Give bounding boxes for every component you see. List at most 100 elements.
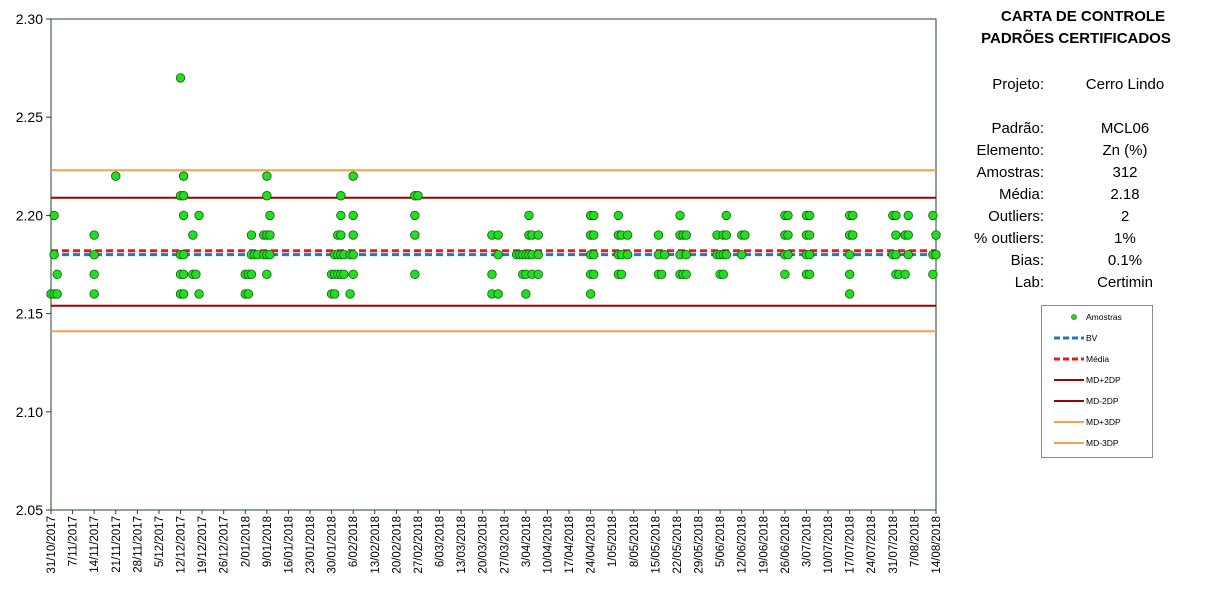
data-point [194,289,204,299]
data-point [345,289,355,299]
x-tick-label: 3/07/2018 [801,516,813,567]
stat-label: Lab: [1014,274,1044,291]
data-point [653,230,664,240]
x-tick-label: 19/06/2018 [758,516,770,574]
x-tick-label: 27/02/2018 [413,516,425,574]
x-tick-label: 31/10/2017 [46,516,58,574]
data-point [931,249,941,260]
data-point [175,73,186,83]
data-point [262,191,272,201]
stat-value: Certimin [1097,274,1153,291]
x-tick-label: 30/01/2018 [327,516,339,574]
data-point [589,230,599,240]
data-point [589,249,599,260]
data-point [413,191,423,201]
stat-row-samples: Amostras: 312 [945,162,1207,184]
y-axis: 2.05 2.10 2.15 2.20 2.25 2.30 [16,11,51,518]
data-point [52,269,62,280]
data-point [533,269,543,280]
data-point [493,249,503,260]
data-point [265,249,275,260]
plot-area [50,18,937,511]
stat-label: % outliers: [973,230,1044,247]
info-panel: CARTA DE CONTROLE PADRÕES CERTIFICADOS P… [945,6,1207,291]
x-tick-label: 1/05/2018 [607,516,619,567]
data-point [589,269,599,280]
x-tick-label: 8/05/2018 [629,516,641,567]
data-point [178,210,189,221]
data-point [493,289,503,299]
stat-row-element: Elemento: Zn (%) [945,140,1207,162]
stat-row-standard: Padrão: MCL06 [945,118,1207,140]
data-point [804,210,815,221]
stat-value: 2 [1120,208,1130,225]
x-tick-label: 17/07/2018 [845,516,857,574]
stat-row-bias: Bias: 0.1% [945,250,1207,272]
legend-swatch [1054,421,1084,423]
data-point [928,210,938,221]
legend-label: Média [1086,354,1110,364]
data-point [89,289,99,299]
x-tick-label: 29/05/2018 [694,516,706,574]
data-point [891,210,901,221]
x-tick-label: 15/05/2018 [650,516,662,574]
data-point [348,249,358,260]
data-point [721,249,732,260]
control-chart: 2.05 2.10 2.15 2.20 2.25 2.30 31/10/2017 7/11/… [16,11,943,574]
data-point [262,171,272,181]
data-point [931,230,941,240]
legend-label: BV [1086,333,1098,343]
data-point [903,249,913,260]
x-tick-label: 3/04/2018 [521,516,533,567]
legend-swatch [1054,442,1084,444]
data-point [804,249,815,260]
data-point [903,210,913,221]
x-tick-label: 20/03/2018 [478,516,490,574]
x-tick-label: 7/08/2018 [909,516,921,567]
x-tick-label: 31/07/2018 [888,516,900,574]
data-point [804,230,815,240]
data-point [613,210,624,221]
data-point [616,269,627,280]
data-point [348,210,358,221]
data-point [336,210,346,221]
x-tick-label: 12/06/2018 [737,516,749,574]
legend-label: MD+3DP [1086,417,1121,427]
data-point [243,289,254,299]
data-point [89,249,99,260]
data-point [656,269,667,280]
data-point [111,171,121,181]
stat-value: Zn (%) [1102,142,1148,159]
data-point [246,230,257,240]
x-tick-label: 2/01/2018 [240,516,252,567]
stat-label: Elemento: [976,142,1044,159]
data-point [718,269,728,280]
data-point [533,230,543,240]
data-point [740,230,750,240]
x-tick-label: 10/07/2018 [823,516,835,574]
data-point [191,269,201,280]
data-point [521,289,531,299]
legend-label: Amostras [1086,312,1122,322]
data-point [780,269,790,280]
y-tick-label: 2.05 [16,502,43,518]
data-point [681,230,691,240]
data-point [348,171,358,181]
data-point [262,269,272,280]
data-point [329,289,340,299]
data-point [410,269,420,280]
data-point [487,269,497,280]
x-tick-label: 5/12/2017 [154,516,166,567]
data-point [194,210,204,221]
data-point [891,249,901,260]
stat-value: 2.18 [1110,186,1140,203]
data-point [339,269,349,280]
data-point [900,269,910,280]
stat-value: 312 [1112,164,1138,181]
y-tick-label: 2.25 [16,109,43,125]
data-point [659,249,670,260]
x-tick-label: 7/11/2017 [68,516,80,566]
data-point [721,210,732,221]
x-tick-label: 23/01/2018 [305,516,317,574]
data-point [844,249,855,260]
